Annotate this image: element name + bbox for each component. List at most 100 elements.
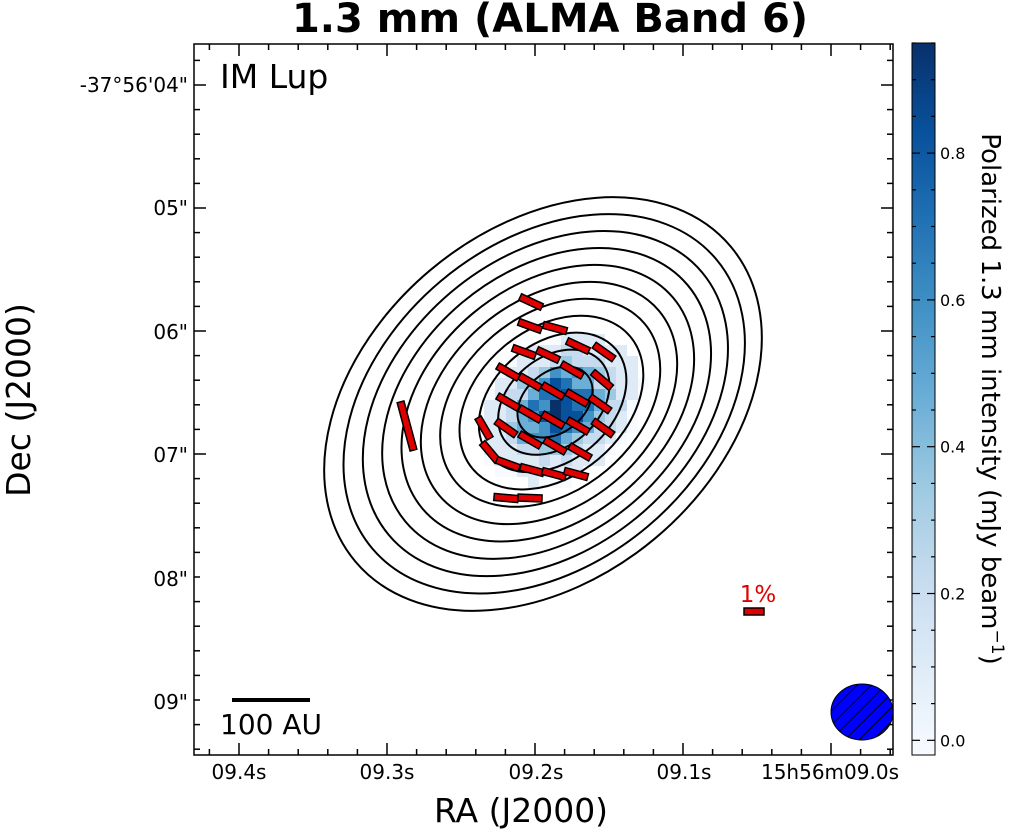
contour-level <box>323 196 763 612</box>
heatmap-pixel <box>539 455 550 466</box>
heatmap-pixel <box>583 389 594 400</box>
reference-vector-label: 1% <box>740 582 777 608</box>
heatmap-pixel <box>627 422 638 433</box>
y-axis-label: Dec (J2000) <box>0 303 38 497</box>
colorbar-label-sup: −1 <box>987 630 1007 655</box>
polarization-vector <box>589 368 615 392</box>
contour-level <box>342 213 746 595</box>
polarization-vector <box>587 393 613 415</box>
heatmap-pixel <box>594 356 605 367</box>
heatmap-pixel <box>550 477 561 488</box>
heatmap-pixel <box>506 433 517 444</box>
heatmap-pixel <box>572 411 583 422</box>
heatmap-pixel <box>528 400 539 411</box>
source-label: IM Lup <box>220 57 328 96</box>
heatmap-pixel <box>484 389 495 400</box>
heatmap-pixel <box>561 422 572 433</box>
heatmap-pixel <box>561 455 572 466</box>
polarization-vector <box>516 403 544 425</box>
colorbar-ticks: 0.0 0.2 0.4 0.6 0.8 <box>912 42 965 750</box>
y-tick-label-1: 05" <box>153 196 188 220</box>
colorbar-gradient <box>911 42 936 756</box>
polarization-vectors <box>396 292 617 504</box>
heatmap-pixel <box>583 411 594 422</box>
heatmap-pixel <box>616 422 627 433</box>
heatmap-pixel <box>517 356 528 367</box>
polarization-vector <box>541 435 569 457</box>
heatmap-pixel <box>561 356 572 367</box>
colorbar-label-main: Polarized 1.3 mm intensity (mJy beam <box>975 133 1005 629</box>
heatmap-pixel <box>605 411 616 422</box>
heatmap-pixel <box>528 422 539 433</box>
heatmap-pixel <box>528 367 539 378</box>
heatmap-pixel <box>539 422 550 433</box>
heatmap-pixel <box>517 378 528 389</box>
heatmap-pixel <box>484 422 495 433</box>
heatmap-pixel <box>594 389 605 400</box>
heatmap-pixel <box>550 455 561 466</box>
contour-level <box>400 263 696 543</box>
polarization-vector <box>539 409 567 431</box>
colorbar-tick-label: 0.4 <box>940 438 965 457</box>
contour-level <box>439 297 662 508</box>
chart-title: 1.3 mm (ALMA Band 6) <box>292 0 808 42</box>
heatmap-pixel <box>594 455 605 466</box>
heatmap-pixel <box>572 400 583 411</box>
polarization-vector <box>563 387 591 409</box>
heatmap-pixel <box>583 433 594 444</box>
heatmap-pixel <box>583 356 594 367</box>
heatmap-pixel <box>528 455 539 466</box>
heatmap-pixel <box>528 345 539 356</box>
heatmap-pixel <box>506 411 517 422</box>
contour-level <box>361 230 729 578</box>
heatmap-pixel <box>517 455 528 466</box>
heatmap-pixel <box>616 378 627 389</box>
polarization-vector <box>590 417 616 439</box>
polarization-vector <box>396 400 418 452</box>
heatmap-pixel <box>605 444 616 455</box>
y-tick-label-5: 09" <box>153 690 188 714</box>
heatmap-pixel <box>561 411 572 422</box>
polarization-vector <box>492 492 520 504</box>
heatmap-pixel <box>605 433 616 444</box>
heatmap-pixel <box>627 389 638 400</box>
heatmap-pixel <box>528 477 539 488</box>
colorbar-label: Polarized 1.3 mm intensity (mJy beam−1) <box>975 133 1007 664</box>
heatmap-pixel <box>495 444 506 455</box>
heatmap-pixel <box>616 356 627 367</box>
heatmap-pixel <box>616 345 627 356</box>
heatmap-pixel <box>550 411 561 422</box>
x-tick-label-0: 09.4s <box>212 760 267 784</box>
heatmap-pixel <box>495 433 506 444</box>
heatmap-pixel <box>539 356 550 367</box>
heatmap-pixel <box>627 378 638 389</box>
scale-bar-label: 100 AU <box>220 708 322 741</box>
contour-level <box>381 246 713 560</box>
reference-vector <box>743 607 765 616</box>
y-tick-label-4: 08" <box>153 567 188 591</box>
stokes-i-contours <box>323 196 763 612</box>
axis-ticks <box>194 44 893 755</box>
heatmap-pixel <box>484 455 495 466</box>
x-tick-label-3: 09.1s <box>657 760 712 784</box>
colorbar-tick-label: 0.0 <box>940 731 965 750</box>
heatmap-pixel <box>561 334 572 345</box>
heatmap-pixel <box>616 411 627 422</box>
heatmap-pixel <box>484 400 495 411</box>
colorbar-tick-label: 0.2 <box>940 585 965 604</box>
colorbar-tick-label: 0.8 <box>940 144 965 163</box>
polarization-vector <box>540 466 568 482</box>
plot-area <box>194 44 893 755</box>
polarization-vector <box>591 341 617 363</box>
heatmap-pixel <box>528 389 539 400</box>
polarization-vector <box>534 345 562 365</box>
x-axis-label: RA (J2000) <box>434 791 608 829</box>
x-tick-label-2: 09.2s <box>509 760 564 784</box>
plot-frame <box>193 43 894 756</box>
heatmap-pixel <box>506 356 517 367</box>
beam-ellipse <box>830 683 894 741</box>
heatmap-pixel <box>594 334 605 345</box>
polarization-vector <box>566 441 594 463</box>
heatmap-pixel <box>605 367 616 378</box>
polarization-vector <box>562 466 590 482</box>
